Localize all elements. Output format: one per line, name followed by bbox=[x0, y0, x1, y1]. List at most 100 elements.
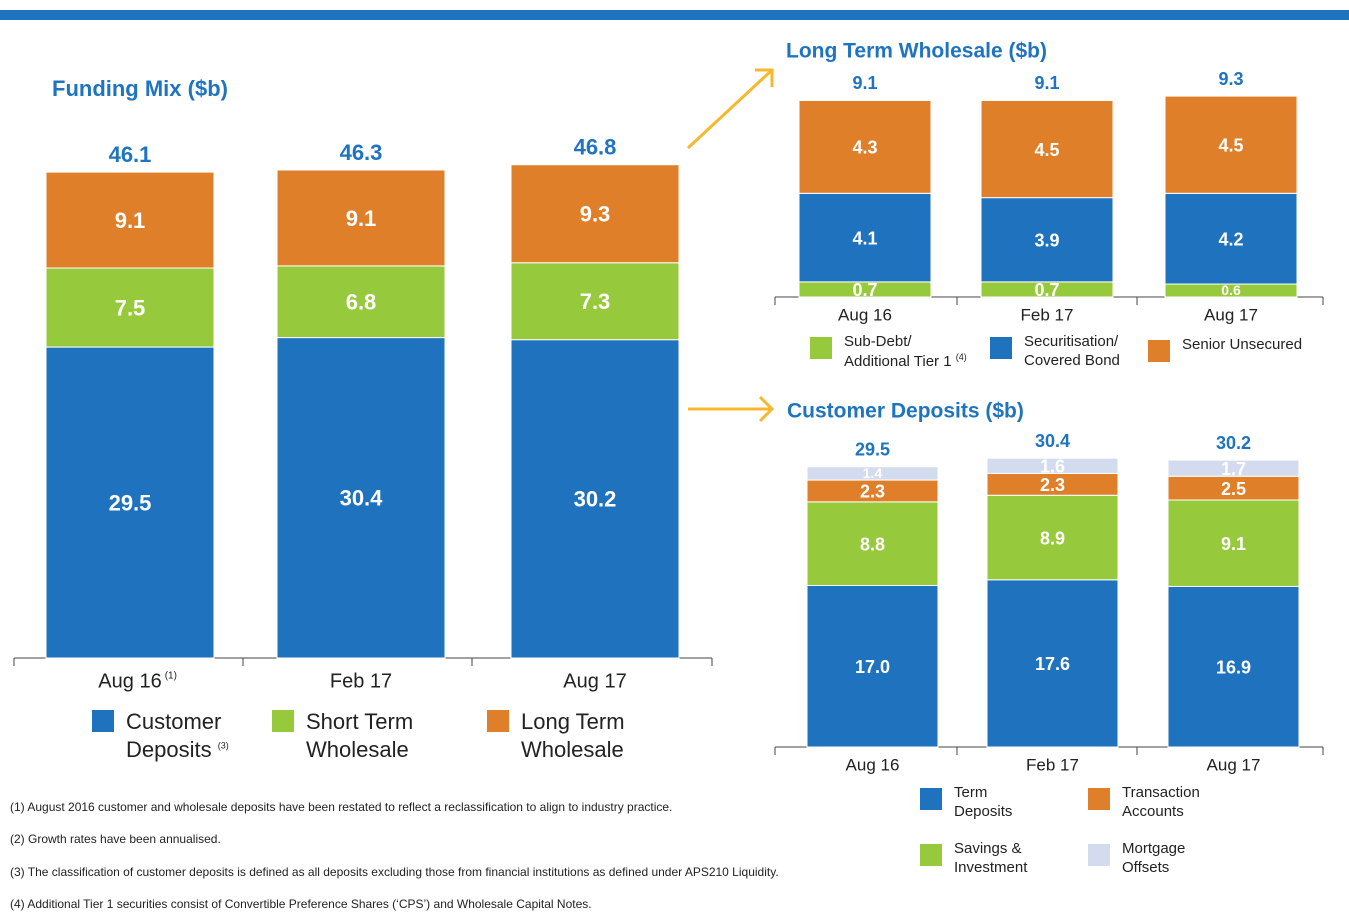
legend-swatch bbox=[920, 788, 942, 810]
bar-segment bbox=[798, 99, 932, 194]
legend-item: Sub-Debt/ Additional Tier 1 (4) bbox=[810, 333, 969, 372]
data-label: 1.6 bbox=[1040, 457, 1065, 477]
bar-segment bbox=[45, 267, 215, 348]
chart-title: Funding Mix ($b) bbox=[52, 76, 228, 101]
legend-label: Term Deposits bbox=[954, 784, 1013, 820]
legend-swatch bbox=[487, 710, 509, 732]
bar-segment bbox=[510, 262, 680, 341]
x-tick-label: Feb 17 bbox=[1021, 305, 1074, 324]
bar-segment bbox=[510, 164, 680, 264]
bar-segment bbox=[276, 265, 446, 339]
legend-swatch bbox=[92, 710, 114, 732]
legend-label: Mortgage Offsets bbox=[1122, 840, 1186, 876]
data-label: 7.5 bbox=[115, 295, 146, 320]
legend-swatch bbox=[990, 337, 1012, 359]
total-label: 9.3 bbox=[1218, 69, 1243, 89]
chart-title: Long Term Wholesale ($b) bbox=[786, 40, 1047, 63]
total-label: 46.8 bbox=[574, 135, 617, 160]
legend-item: Savings & Investment bbox=[920, 840, 1044, 878]
footnote: (3) The classification of customer depos… bbox=[10, 865, 779, 879]
x-tick-label: Aug 17 bbox=[1207, 755, 1261, 774]
legend-text: Term Deposits bbox=[954, 784, 1044, 822]
legend-swatch bbox=[1088, 788, 1110, 810]
data-label: 2.3 bbox=[1040, 475, 1065, 495]
legend-item: Long Term Wholesale bbox=[487, 708, 656, 763]
legend-text: Long Term Wholesale bbox=[521, 708, 656, 763]
legend-item: Securitisation/ Covered Bond bbox=[990, 333, 1136, 371]
bar-segment bbox=[980, 197, 1114, 283]
legend-text: Mortgage Offsets bbox=[1122, 840, 1217, 878]
legend-text: Sub-Debt/ Additional Tier 1 (4) bbox=[844, 333, 969, 372]
legend-label: Savings & Investment bbox=[954, 840, 1028, 876]
bar-segment bbox=[806, 501, 939, 586]
data-label: 3.9 bbox=[1034, 231, 1059, 251]
data-label: 9.1 bbox=[1221, 534, 1246, 554]
legend-label: Sub-Debt/ Additional Tier 1 bbox=[844, 333, 952, 370]
bar-segment bbox=[45, 171, 215, 269]
legend-text: Securitisation/ Covered Bond bbox=[1024, 333, 1136, 371]
bar-segment bbox=[980, 99, 1114, 199]
data-label: 4.5 bbox=[1034, 140, 1059, 160]
data-label: 2.5 bbox=[1221, 479, 1246, 499]
legend-note: (3) bbox=[217, 740, 229, 751]
data-label: 16.9 bbox=[1216, 657, 1251, 677]
data-label: 9.3 bbox=[580, 202, 611, 227]
legend-item: Transaction Accounts bbox=[1088, 784, 1217, 822]
x-tick-label: Feb 17 bbox=[330, 670, 392, 692]
chart-title: Customer Deposits ($b) bbox=[787, 400, 1024, 423]
data-label: 4.2 bbox=[1218, 229, 1243, 249]
data-label: 9.1 bbox=[115, 208, 146, 233]
legend-swatch bbox=[920, 844, 942, 866]
footnote: (2) Growth rates have been annualised. bbox=[10, 832, 221, 846]
data-label: 4.5 bbox=[1218, 135, 1243, 155]
x-tick-label: Aug 16 bbox=[98, 670, 161, 692]
data-label: 1.4 bbox=[863, 465, 883, 481]
bar-segment bbox=[986, 494, 1119, 581]
legend-text: Transaction Accounts bbox=[1122, 784, 1217, 822]
bar-segment bbox=[276, 169, 446, 267]
legend-item: Short Term Wholesale bbox=[272, 708, 431, 763]
legend-item: Senior Unsecured bbox=[1148, 336, 1342, 362]
arrows bbox=[686, 68, 775, 423]
legend-label: Transaction Accounts bbox=[1122, 784, 1200, 820]
bar-segment bbox=[45, 346, 215, 659]
legend-swatch bbox=[1148, 340, 1170, 362]
total-label: 30.2 bbox=[1216, 433, 1251, 453]
data-label: 4.1 bbox=[852, 228, 877, 248]
bar-segment bbox=[986, 457, 1119, 474]
data-label: 0.6 bbox=[1221, 282, 1241, 298]
legend-item: Mortgage Offsets bbox=[1088, 840, 1217, 878]
data-label: 1.7 bbox=[1221, 459, 1246, 479]
x-tick-label: Aug 17 bbox=[1204, 305, 1258, 324]
data-label: 17.0 bbox=[855, 657, 890, 677]
bar-segment bbox=[510, 339, 680, 659]
data-label: 7.3 bbox=[580, 289, 611, 314]
x-tick-label: Aug 16 bbox=[838, 305, 892, 324]
data-label: 0.7 bbox=[852, 280, 877, 300]
bar-segment bbox=[1164, 95, 1298, 194]
legend-swatch bbox=[810, 337, 832, 359]
bar-segment bbox=[806, 585, 939, 748]
data-label: 29.5 bbox=[109, 490, 152, 515]
legend-note: (4) bbox=[955, 351, 967, 362]
legend-label: Securitisation/ Covered Bond bbox=[1024, 333, 1120, 369]
footnote: (1) August 2016 customer and wholesale d… bbox=[10, 800, 673, 814]
total-label: 46.1 bbox=[109, 142, 152, 167]
bar-segment bbox=[798, 192, 932, 283]
data-label: 8.8 bbox=[860, 534, 885, 554]
x-tick-label: Aug 17 bbox=[563, 670, 626, 692]
legend-swatch bbox=[1088, 844, 1110, 866]
legend-label: Short Term Wholesale bbox=[306, 709, 414, 762]
top-band bbox=[0, 10, 1349, 20]
bar-segment bbox=[1167, 459, 1300, 477]
total-label: 46.3 bbox=[340, 140, 383, 165]
legend-item: Term Deposits bbox=[920, 784, 1044, 822]
bar-segment bbox=[1167, 499, 1300, 587]
category-note: (1) bbox=[165, 671, 177, 682]
legend-label: Long Term Wholesale bbox=[521, 709, 625, 762]
total-label: 9.1 bbox=[1034, 73, 1059, 93]
bar-segment bbox=[986, 579, 1119, 748]
legend-label: Senior Unsecured bbox=[1182, 336, 1303, 353]
